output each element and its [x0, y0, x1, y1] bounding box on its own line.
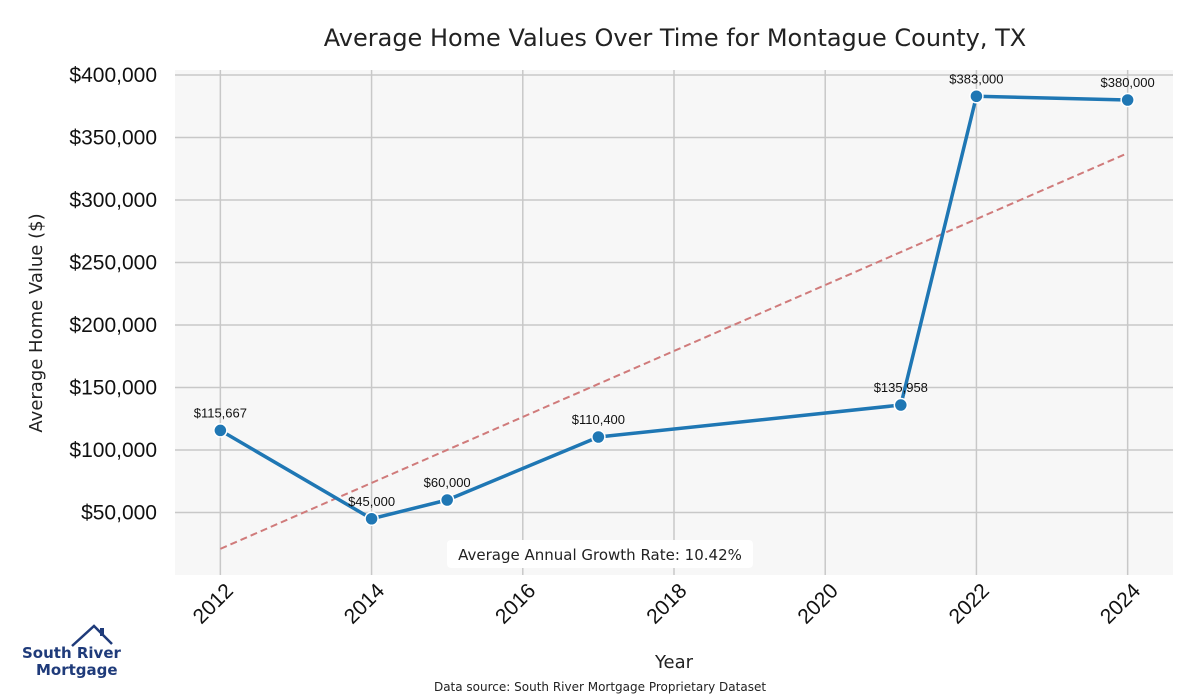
y-tick-label: $350,000 — [69, 127, 157, 150]
y-tick-label: $250,000 — [69, 252, 157, 275]
data-points — [213, 89, 1135, 526]
y-tick-label: $150,000 — [69, 377, 157, 400]
chart-title: Average Home Values Over Time for Montag… — [324, 24, 1026, 52]
data-label: $135,958 — [874, 380, 928, 395]
growth-annotation-box — [447, 540, 753, 568]
data-source-note: Data source: South River Mortgage Propri… — [433, 680, 767, 694]
house-roof-icon — [71, 624, 113, 647]
data-labels: $115,667 $45,000 $60,000 $110,400 $135,958 $3… — [194, 71, 1155, 509]
data-point — [1120, 92, 1135, 108]
data-point — [364, 511, 379, 526]
data-label: $380,000 — [1101, 75, 1155, 90]
company-logo: South River Mortgage — [22, 622, 122, 682]
x-tick-label: 2024 — [1096, 579, 1146, 629]
x-tick-label: 2018 — [642, 579, 691, 628]
x-axis-label: Year — [654, 652, 694, 673]
data-label: $110,400 — [572, 412, 625, 427]
y-tick-label: $200,000 — [69, 314, 157, 337]
data-label: $45,000 — [348, 494, 395, 509]
data-point — [893, 397, 909, 413]
growth-annotation-text: Average Annual Growth Rate: 10.42% — [458, 546, 742, 564]
y-tick-label: $400,000 — [69, 64, 157, 87]
data-point — [213, 423, 228, 438]
y-tick-label: $50,000 — [81, 502, 157, 525]
x-tick-label: 2020 — [793, 579, 842, 628]
y-axis-ticks: $50,000 $100,000 $150,000 $200,000 $250,000 $… — [69, 64, 157, 525]
logo-line-2: Mortgage — [36, 661, 118, 679]
y-axis-label: Average Home Value ($) — [26, 213, 47, 432]
data-point — [591, 429, 606, 445]
data-label: $60,000 — [424, 475, 471, 490]
y-tick-label: $100,000 — [69, 439, 157, 462]
x-tick-label: 2012 — [189, 579, 238, 628]
logo-line-1: South River — [22, 644, 121, 662]
growth-annotation: Average Annual Growth Rate: 10.42% — [447, 540, 753, 568]
x-tick-label: 2016 — [491, 579, 540, 628]
data-point — [969, 89, 984, 104]
x-tick-label: 2022 — [945, 579, 994, 628]
data-label: $383,000 — [949, 71, 1003, 86]
y-tick-label: $300,000 — [69, 189, 157, 212]
x-axis-ticks: 2012 2014 2016 2018 2020 2022 2024 — [189, 579, 1146, 629]
gridlines — [175, 70, 1173, 575]
data-point — [439, 492, 455, 508]
x-tick-label: 2014 — [340, 579, 390, 629]
data-label: $115,667 — [194, 405, 247, 420]
